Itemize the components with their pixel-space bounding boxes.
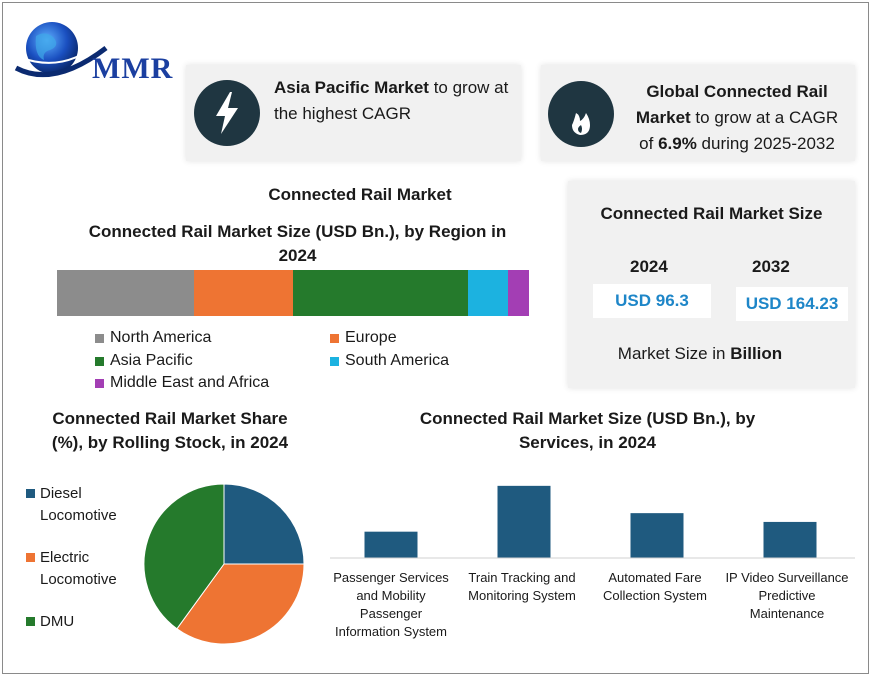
legend-swatch xyxy=(26,553,35,562)
highlight-text: Asia Pacific Market to grow at the highe… xyxy=(274,75,514,127)
cat-line: Passenger Services xyxy=(333,570,449,585)
legend-label: Europe xyxy=(345,329,397,346)
cagr-line3-rest: during 2025-2032 xyxy=(696,134,835,153)
market-size-title: Connected Rail Market Size xyxy=(600,204,823,223)
pie-title-line1: Connected Rail Market Share xyxy=(52,409,288,428)
legend-label-line2: Locomotive xyxy=(40,571,117,588)
pie-chart-title: Connected Rail Market Share (%), by Roll… xyxy=(20,407,320,455)
bar-video-surveillance xyxy=(763,521,817,558)
bar-train-tracking xyxy=(497,485,551,558)
region-stacked-bar xyxy=(57,270,529,316)
value-2024: USD 96.3 xyxy=(593,284,711,318)
pie-legend-electric: Electric Locomotive xyxy=(26,547,117,591)
cat-line: and Mobility xyxy=(356,588,426,603)
cat-line: Passenger xyxy=(359,606,423,621)
logo-text: MMR xyxy=(92,52,174,85)
slice-electric-locomotive xyxy=(176,563,305,645)
slice-dmu xyxy=(143,483,225,630)
legend-north-america: North America xyxy=(95,329,211,347)
services-bar-chart xyxy=(330,485,855,559)
category-label-fare-collection: Automated Fare Collection System xyxy=(591,569,719,605)
highlight-bold: Asia Pacific Market xyxy=(274,78,429,97)
services-title-line2: Services, in 2024 xyxy=(518,433,657,452)
note-bold: Billion xyxy=(730,344,783,363)
market-size-note: Market Size in Billion xyxy=(568,344,832,364)
rolling-stock-pie xyxy=(143,483,305,645)
legend-label: DMU xyxy=(40,613,75,630)
legend-south-america: South America xyxy=(330,352,449,370)
segment-north-america xyxy=(57,270,194,316)
value-2032: USD 164.23 xyxy=(736,287,848,321)
logo: MMR xyxy=(14,18,179,88)
cagr-text: Global Connected Rail Market to grow at … xyxy=(623,79,851,157)
pie-legend-dmu: DMU xyxy=(26,611,74,633)
bar-passenger-services xyxy=(364,531,418,558)
legend-label: South America xyxy=(345,352,450,369)
slice-diesel-locomotive xyxy=(223,483,305,565)
market-size-card: Connected Rail Market Size 2024 2032 USD… xyxy=(568,181,855,388)
cat-line: Collection System xyxy=(602,588,708,603)
category-label-train-tracking: Train Tracking and Monitoring System xyxy=(458,569,586,605)
highlight-rest: to grow at the highest CAGR xyxy=(274,78,509,123)
segment-mea xyxy=(507,270,529,316)
region-chart-title: Connected Rail Market Size (USD Bn.), by… xyxy=(60,220,535,268)
cat-line: Maintenance xyxy=(749,606,825,621)
highlight-card-cagr: Global Connected Rail Market to grow at … xyxy=(541,65,855,161)
legend-asia-pacific: Asia Pacific xyxy=(95,352,193,370)
legend-label: Middle East and Africa xyxy=(110,374,270,391)
legend-swatch xyxy=(95,378,104,388)
pie-title-line2: (%), by Rolling Stock, in 2024 xyxy=(51,433,289,452)
highlight-card-asia-pacific: Asia Pacific Market to grow at the highe… xyxy=(186,65,521,161)
legend-label: Diesel xyxy=(40,485,82,502)
legend-label: Asia Pacific xyxy=(110,352,193,369)
cat-line: IP Video Surveillance xyxy=(725,570,849,585)
services-chart-title: Connected Rail Market Size (USD Bn.), by… xyxy=(400,407,775,455)
legend-swatch xyxy=(95,356,104,366)
category-label-video-surveillance: IP Video Surveillance Predictive Mainten… xyxy=(723,569,851,623)
legend-swatch xyxy=(330,333,339,343)
legend-label: North America xyxy=(110,329,212,346)
legend-swatch xyxy=(26,617,35,626)
region-title-line1: Connected Rail Market Size (USD Bn.), by… xyxy=(88,222,507,241)
cagr-value: 6.9% xyxy=(658,134,697,153)
legend-label-line2: Locomotive xyxy=(40,507,117,524)
legend-swatch xyxy=(95,333,104,343)
legend-swatch xyxy=(26,489,35,498)
services-title-line1: Connected Rail Market Size (USD Bn.), by xyxy=(419,409,756,428)
flame-icon xyxy=(548,81,614,147)
cat-line: Automated Fare xyxy=(608,570,702,585)
legend-label: Electric xyxy=(40,549,90,566)
legend-mea: Middle East and Africa xyxy=(95,374,269,392)
cagr-line3-pre: of xyxy=(639,134,659,153)
year-2024: 2024 xyxy=(630,257,668,276)
cat-line: Monitoring System xyxy=(468,588,576,603)
legend-swatch xyxy=(330,356,339,366)
region-title-line2: 2024 xyxy=(278,246,317,265)
segment-south-america xyxy=(467,270,508,316)
legend-europe: Europe xyxy=(330,329,397,347)
globe-icon xyxy=(14,22,108,78)
cagr-line1: Global Connected Rail xyxy=(646,82,828,101)
cagr-line2-rest: to grow at a CAGR xyxy=(690,108,839,127)
category-label-passenger: Passenger Services and Mobility Passenge… xyxy=(327,569,455,641)
bar-fare-collection xyxy=(630,513,684,558)
note-pre: Market Size in xyxy=(617,344,731,363)
lightning-icon xyxy=(194,80,260,146)
cat-line: Information System xyxy=(335,624,447,639)
year-2032: 2032 xyxy=(752,257,790,276)
cat-line: Train Tracking and xyxy=(468,570,576,585)
page-title: Connected Rail Market xyxy=(268,185,452,204)
pie-legend-diesel: Diesel Locomotive xyxy=(26,483,117,527)
cat-line: Predictive xyxy=(758,588,816,603)
segment-europe xyxy=(193,270,293,316)
cagr-line2-bold: Market xyxy=(635,108,691,127)
segment-asia-pacific xyxy=(293,270,468,316)
